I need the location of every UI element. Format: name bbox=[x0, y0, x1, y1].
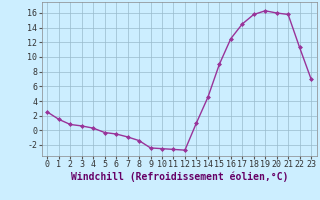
X-axis label: Windchill (Refroidissement éolien,°C): Windchill (Refroidissement éolien,°C) bbox=[70, 172, 288, 182]
